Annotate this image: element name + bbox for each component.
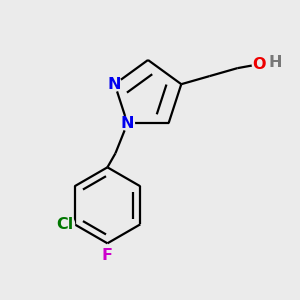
Text: N: N [121,116,134,131]
Text: F: F [102,248,113,263]
Circle shape [120,116,134,130]
Circle shape [100,248,114,262]
Text: Cl: Cl [56,217,73,232]
Text: O: O [253,57,266,72]
Text: N: N [108,77,122,92]
Circle shape [252,57,266,71]
Circle shape [108,77,122,91]
Circle shape [55,214,74,234]
Text: H: H [268,55,282,70]
